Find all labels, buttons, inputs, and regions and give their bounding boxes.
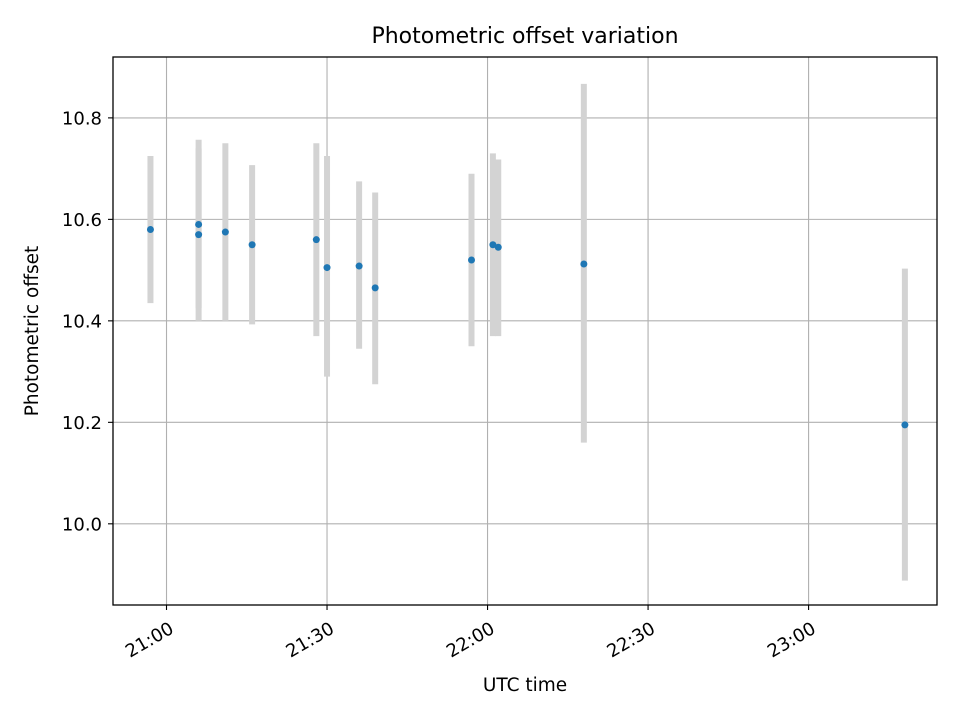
data-point	[146, 226, 154, 234]
data-point	[467, 256, 475, 264]
chart-title: Photometric offset variation	[371, 24, 678, 49]
y-axis-ticks: 10.0 10.2 10.4 10.6 10.8	[62, 108, 113, 535]
data-point	[901, 421, 909, 429]
data-point	[221, 228, 229, 236]
y-tick-label: 10.0	[62, 514, 102, 535]
plot-frame	[112, 56, 938, 606]
data-point	[312, 236, 320, 244]
data-point	[489, 241, 497, 249]
data-point	[494, 243, 502, 251]
x-axis-label: UTC time	[483, 675, 567, 696]
y-tick-label: 10.8	[62, 108, 102, 129]
data-point	[580, 260, 588, 268]
y-tick-label: 10.6	[62, 210, 102, 231]
y-tick-label: 10.2	[62, 413, 102, 434]
data-point	[248, 241, 256, 249]
data-point	[195, 220, 203, 228]
y-axis-label: Photometric offset	[22, 246, 43, 417]
data-point	[323, 264, 331, 272]
data-point	[195, 231, 203, 239]
y-tick-label: 10.4	[62, 311, 102, 332]
data-point	[355, 262, 363, 270]
data-points	[146, 220, 909, 429]
data-point	[371, 284, 379, 292]
grid	[113, 57, 937, 605]
